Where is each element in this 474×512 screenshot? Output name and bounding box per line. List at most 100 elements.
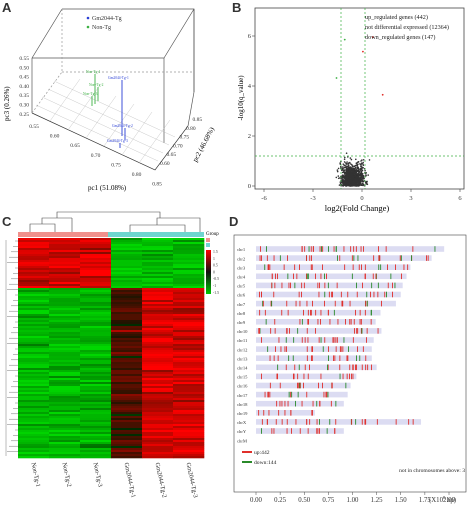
heatmap-cell: [18, 240, 50, 243]
heatmap-cell: [111, 432, 143, 435]
heatmap-cell: [18, 430, 50, 433]
heatmap-cell: [18, 456, 50, 459]
heatmap-cell: [111, 328, 143, 331]
gene-mark: [283, 264, 285, 270]
gene-mark: [357, 328, 359, 334]
heatmap-cell: [49, 286, 81, 289]
heatmap-cell: [173, 254, 205, 257]
gene-mark: [299, 382, 301, 389]
gene-mark: [390, 273, 392, 280]
volcano-point: [349, 157, 352, 159]
gene-mark: [324, 282, 326, 289]
heatmap-cell: [49, 284, 81, 287]
chromosome-bar: [256, 419, 422, 425]
heatmap-cell: [142, 292, 174, 295]
heatmap-cell: [173, 270, 205, 273]
volcano-point: [362, 174, 365, 177]
heatmap-cell: [142, 434, 174, 437]
volcano-frame: [254, 7, 465, 190]
heatmap-cell: [80, 310, 112, 313]
gene-mark: [260, 246, 261, 252]
gene-mark: [394, 282, 396, 289]
heatmap-cell: [49, 412, 81, 415]
volcano-points: [335, 36, 384, 187]
heatmap-cell: [173, 252, 205, 255]
heatmap-cell: [142, 362, 174, 365]
heatmap-cell: [173, 456, 205, 459]
gene-mark: [307, 428, 309, 434]
panel-label-b: B: [232, 0, 242, 15]
heatmap-cell: [18, 342, 50, 345]
gene-mark: [344, 264, 346, 270]
volcano-point: [355, 158, 357, 161]
heatmap-cell: [49, 308, 81, 311]
volcano-point: [354, 167, 356, 170]
heatmap-cell: [173, 392, 205, 395]
heatmap-cell: [18, 336, 50, 339]
gene-mark: [407, 264, 409, 270]
heatmap-cell: [49, 396, 81, 399]
volcano-point: [336, 169, 339, 171]
heatmap-cell: [111, 346, 143, 349]
gene-mark: [264, 391, 266, 398]
gene-mark: [281, 400, 283, 407]
heatmap-cell: [142, 270, 174, 273]
gene-mark: [270, 300, 272, 307]
gene-mark: [426, 255, 427, 261]
heatmap-cell: [49, 268, 81, 271]
heatmap-cell: [173, 240, 205, 243]
legend-dot-tg: [86, 16, 90, 20]
volcano-point: [357, 171, 360, 173]
sample-label: Gm2044-Tg-1: [108, 76, 129, 80]
heatmap-cell: [18, 244, 50, 247]
heatmap-cell: [49, 380, 81, 383]
heatmap-cell: [18, 394, 50, 397]
heatmap-cell: [111, 388, 143, 391]
gene-mark: [266, 255, 268, 261]
column-dendrogram: [29, 211, 201, 232]
heatmap-cell: [111, 448, 143, 451]
heatmap-cell: [111, 254, 143, 257]
heatmap-cell: [80, 382, 112, 385]
heatmap-cell: [49, 328, 81, 331]
heatmap-cell: [173, 244, 205, 247]
heatmap-cell: [111, 250, 143, 253]
sample-label: Gm2044-Tg-3: [107, 139, 128, 143]
gene-mark: [350, 246, 352, 252]
gene-mark: [326, 428, 328, 434]
heatmap-cell: [173, 300, 205, 303]
heatmap-cell: [142, 244, 174, 247]
heatmap-cell: [173, 288, 205, 291]
gene-mark: [351, 273, 353, 280]
heatmap-cell: [18, 252, 50, 255]
legend-group-title: Group: [206, 232, 219, 237]
heatmap-cell: [80, 330, 112, 333]
heatmap-cell: [18, 452, 50, 455]
volcano-point: [345, 152, 348, 154]
heatmap-cell: [111, 242, 143, 245]
panel-label-d: D: [229, 214, 239, 229]
volcano-point: [346, 169, 349, 171]
heatmap-cell: [142, 284, 174, 287]
heatmap-cell: [80, 304, 112, 307]
heatmap-cell: [111, 424, 143, 427]
volcano-point: [361, 162, 363, 165]
heatmap-cell: [173, 454, 205, 457]
volcano-point: [355, 177, 358, 179]
heatmap-cell: [142, 376, 174, 379]
volcano-point: [351, 185, 353, 187]
gene-mark: [287, 309, 289, 316]
heatmap-cell: [49, 272, 81, 275]
heatmap-cell: [18, 328, 50, 331]
heatmap-cell: [173, 326, 205, 329]
heatmap-cell: [173, 452, 205, 455]
heatmap-cell: [49, 452, 81, 455]
heatmap-cell: [173, 416, 205, 419]
heatmap-cell: [49, 238, 81, 241]
heatmap-cell: [111, 306, 143, 309]
heatmap-cell: [173, 436, 205, 439]
gene-mark: [286, 428, 288, 434]
heatmap-cell: [111, 364, 143, 367]
volcano-point: [355, 162, 358, 164]
heatmap-cell: [173, 316, 205, 319]
